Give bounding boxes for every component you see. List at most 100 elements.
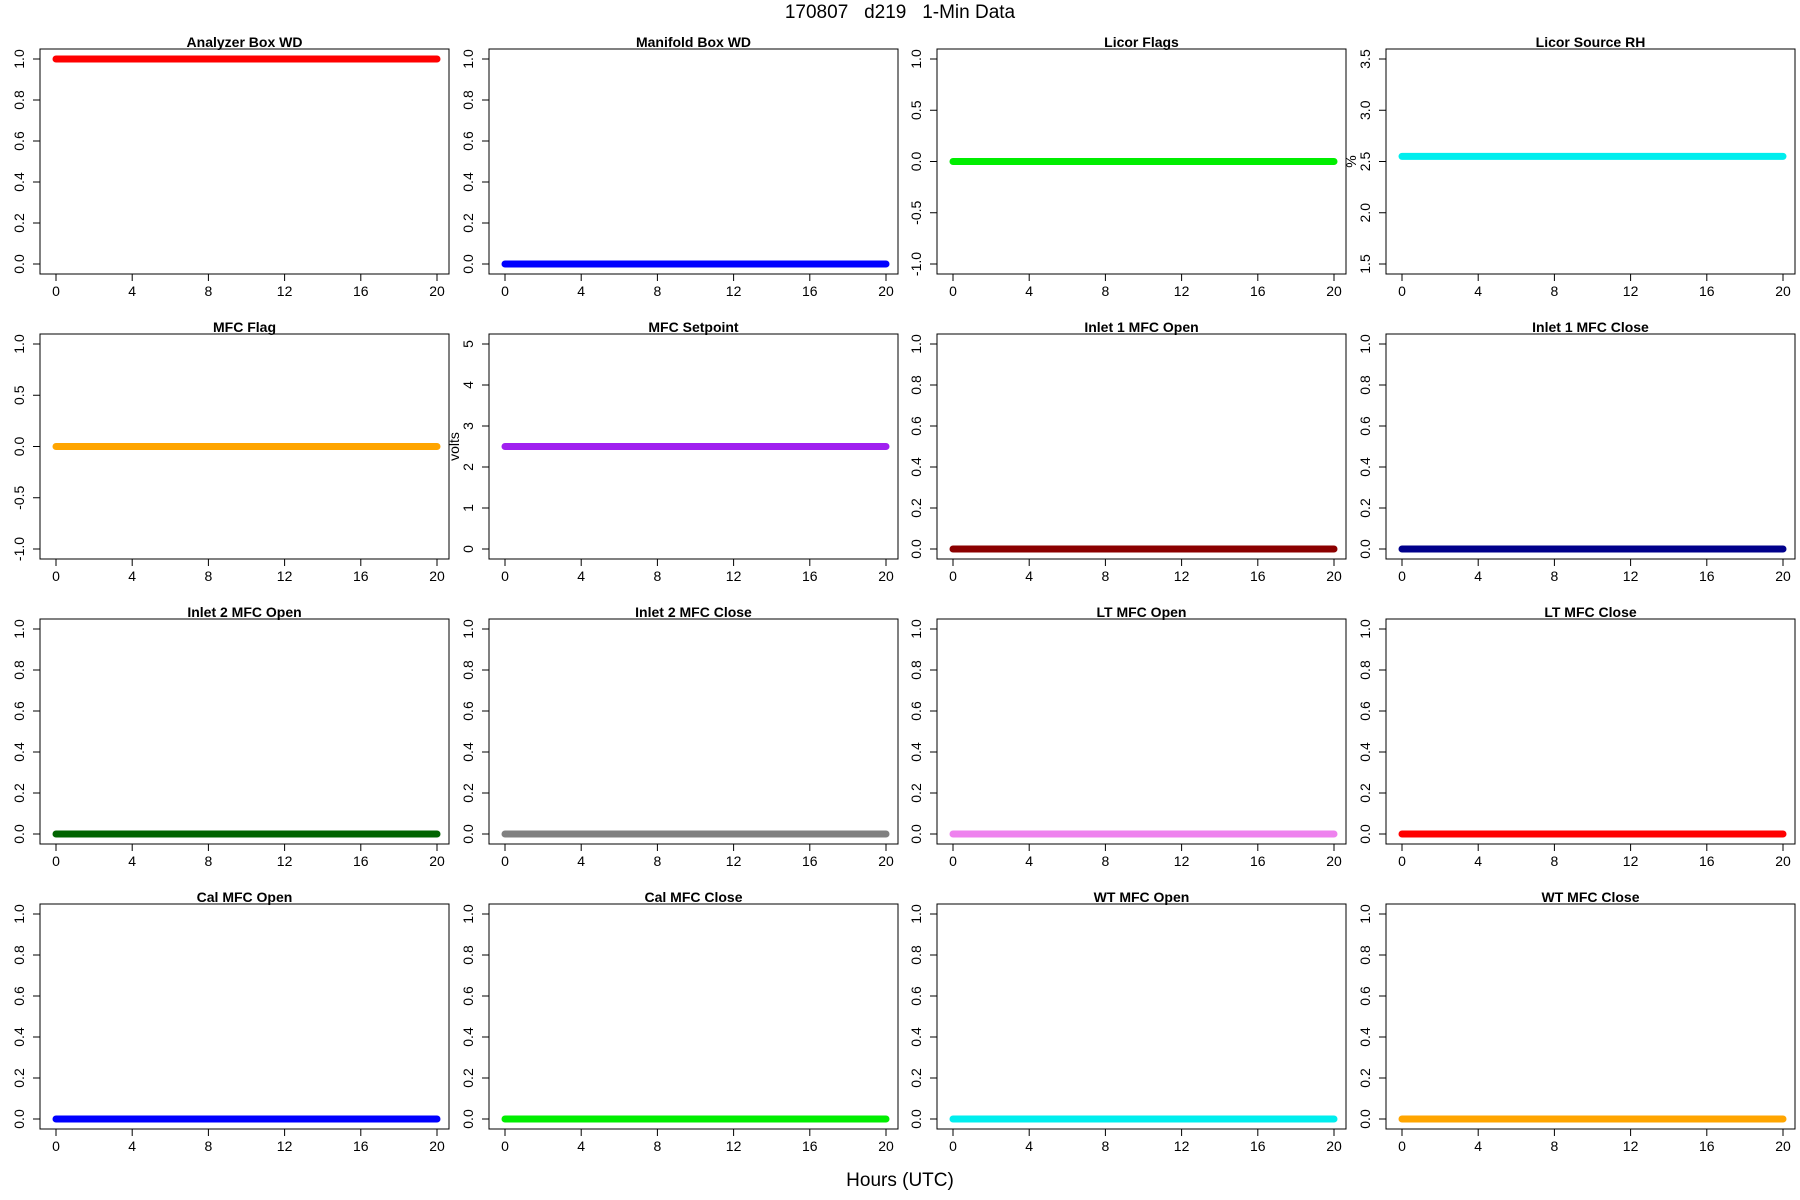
y-tick-label: 0.6 [11, 131, 27, 151]
y-tick-label: 2.5 [1357, 152, 1373, 172]
x-tick-label: 0 [52, 568, 60, 584]
y-tick-label: 1.0 [908, 619, 924, 639]
plot-frame [936, 618, 1347, 845]
x-tick-label: 16 [1699, 1138, 1715, 1154]
y-tick-label: -1.0 [908, 252, 924, 276]
y-tick-label: 0.0 [1357, 1109, 1373, 1129]
x-tick-label: 20 [1775, 568, 1791, 584]
y-tick-label: 0.0 [1357, 824, 1373, 844]
x-tick-label: 4 [1474, 568, 1482, 584]
y-tick-label: 0.0 [1357, 539, 1373, 559]
plot-frame [488, 48, 899, 275]
x-tick-label: 4 [1474, 283, 1482, 299]
y-tick-label: 1.0 [11, 49, 27, 69]
x-tick-label: 20 [429, 283, 445, 299]
plot-frame [488, 903, 899, 1130]
x-tick-label: 20 [878, 568, 894, 584]
page-title: 170807 d219 1-Min Data [784, 2, 1016, 23]
x-tick-label: 20 [1775, 853, 1791, 869]
y-tick-label: 1.0 [11, 334, 27, 354]
x-tick-label: 20 [878, 1138, 894, 1154]
x-tick-label: 16 [1250, 1138, 1266, 1154]
x-tick-label: 12 [277, 568, 293, 584]
x-tick-label: 4 [577, 853, 585, 869]
y-tick-label: 0.4 [908, 1027, 924, 1047]
x-tick-label: 0 [1398, 568, 1406, 584]
x-tick-label: 12 [1174, 1138, 1190, 1154]
x-tick-label: 8 [205, 568, 213, 584]
y-tick-label: 0.4 [1357, 742, 1373, 762]
chart-panel: Cal MFC Open 0 4 8 12 16 20 0.0 0.2 0.4 0.6 0.8 1.0 [11, 889, 450, 1154]
plot-frame [936, 903, 1347, 1130]
y-tick-label: 0.6 [11, 701, 27, 721]
x-tick-label: 12 [1174, 568, 1190, 584]
x-tick-label: 16 [1250, 568, 1266, 584]
y-tick-label: 0.6 [460, 986, 476, 1006]
x-tick-label: 0 [501, 1138, 509, 1154]
x-tick-label: 4 [1025, 1138, 1033, 1154]
y-tick-label: 0.4 [11, 742, 27, 762]
y-tick-label: 0.4 [460, 742, 476, 762]
x-tick-label: 4 [577, 283, 585, 299]
y-tick-label: 0.0 [11, 437, 27, 457]
x-tick-label: 4 [1025, 568, 1033, 584]
y-tick-label: 0.6 [11, 986, 27, 1006]
x-tick-label: 4 [1474, 1138, 1482, 1154]
x-tick-label: 12 [277, 853, 293, 869]
x-tick-label: 12 [726, 1138, 742, 1154]
x-tick-label: 0 [501, 283, 509, 299]
x-tick-label: 4 [577, 1138, 585, 1154]
y-tick-label: 0.6 [908, 701, 924, 721]
y-tick-label: 1.0 [11, 619, 27, 639]
x-tick-label: 0 [949, 1138, 957, 1154]
x-tick-label: 16 [802, 1138, 818, 1154]
y-tick-label: 1 [460, 504, 476, 512]
x-tick-label: 4 [128, 1138, 136, 1154]
panel-title: WT MFC Open [1094, 889, 1190, 905]
x-tick-label: 8 [1551, 283, 1559, 299]
plot-frame [936, 333, 1347, 560]
y-tick-label: 2.0 [1357, 203, 1373, 223]
x-tick-label: 16 [802, 283, 818, 299]
chart-panel: Analyzer Box WD 0 4 8 12 16 20 0.0 0.2 0.4 0.6 0.8 1… [11, 34, 450, 299]
y-tick-label: 0.8 [460, 945, 476, 965]
x-tick-label: 0 [1398, 283, 1406, 299]
x-tick-label: 16 [1699, 568, 1715, 584]
x-tick-label: 20 [1775, 283, 1791, 299]
y-tick-label: 0.4 [1357, 457, 1373, 477]
y-tick-label: 0.8 [1357, 375, 1373, 395]
x-tick-label: 16 [1699, 853, 1715, 869]
x-axis-label: Hours (UTC) [846, 1170, 954, 1191]
y-tick-label: 0.0 [460, 824, 476, 844]
chart-panel: Cal MFC Close 0 4 8 12 16 20 0.0 0.2 0.4 0.6 0.8 1.0 [460, 889, 899, 1154]
y-tick-label: 3.0 [1357, 100, 1373, 120]
panel-title: MFC Setpoint [648, 319, 739, 335]
chart-panel: Inlet 1 MFC Open 0 4 8 12 16 20 0.0 0.2 0.4 0.6 0.8… [908, 319, 1347, 584]
x-tick-label: 4 [128, 853, 136, 869]
y-tick-label: 1.0 [1357, 619, 1373, 639]
y-tick-label: 4 [460, 381, 476, 389]
x-tick-label: 12 [1174, 283, 1190, 299]
x-tick-label: 16 [353, 853, 369, 869]
x-tick-label: 20 [878, 853, 894, 869]
plot-frame [1385, 903, 1796, 1130]
x-tick-label: 0 [501, 568, 509, 584]
x-tick-label: 8 [654, 283, 662, 299]
y-tick-label: 0.6 [460, 701, 476, 721]
y-tick-label: 0.6 [1357, 416, 1373, 436]
panel-title: MFC Flag [213, 319, 276, 335]
x-tick-label: 12 [726, 283, 742, 299]
y-tick-label: 0.2 [11, 783, 27, 803]
x-tick-label: 4 [128, 568, 136, 584]
y-tick-label: 0.2 [460, 213, 476, 233]
y-tick-label: 0.5 [11, 385, 27, 405]
plot-frame [488, 618, 899, 845]
y-tick-label: 0.8 [908, 945, 924, 965]
x-tick-label: 20 [429, 853, 445, 869]
y-tick-label: 0.8 [460, 660, 476, 680]
y-tick-label: 0.0 [11, 254, 27, 274]
panel-title: Licor Source RH [1536, 34, 1646, 50]
y-tick-label: 1.0 [460, 904, 476, 924]
